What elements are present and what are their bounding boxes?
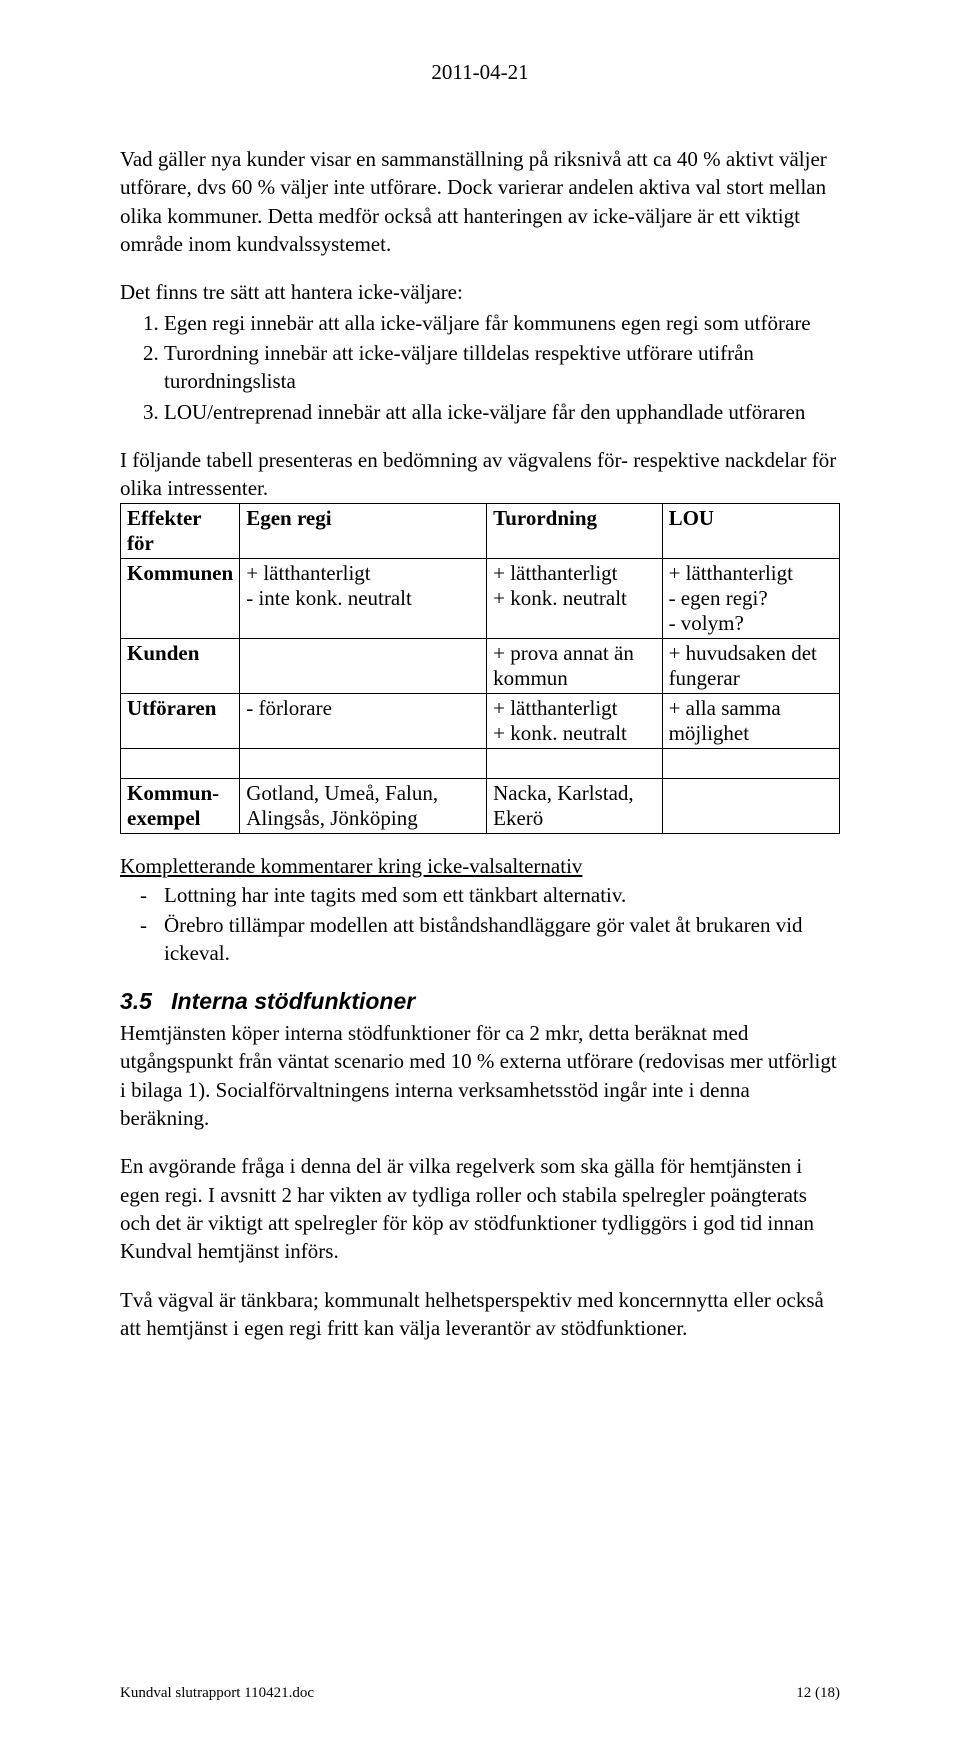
list-intro: Det finns tre sätt att hantera icke-välj…: [120, 278, 840, 306]
underlined-heading: Kompletterande kommentarer kring icke-va…: [120, 854, 840, 879]
footer-page-number: 12 (18): [796, 1685, 840, 1702]
table-header-row: Effekter för Egen regi Turordning LOU: [121, 503, 840, 558]
col-header: Turordning: [487, 503, 662, 558]
cell: [487, 748, 662, 778]
section-heading: 3.5 Interna stödfunktioner: [120, 988, 840, 1015]
numbered-list: Egen regi innebär att alla icke-väljare …: [120, 309, 840, 426]
table-row: Kunden + prova annat än kommun + huvudsa…: [121, 638, 840, 693]
table-row: Kommun- exempel Gotland, Umeå, Falun, Al…: [121, 778, 840, 833]
cell: Gotland, Umeå, Falun, Alingsås, Jönköpin…: [240, 778, 487, 833]
paragraph: Hemtjänsten köper interna stödfunktioner…: [120, 1019, 840, 1132]
cell: + lätthanterligt + konk. neutralt: [487, 693, 662, 748]
cell: - förlorare: [240, 693, 487, 748]
cell: [240, 638, 487, 693]
cell: [121, 748, 240, 778]
page-footer: Kundval slutrapport 110421.doc 12 (18): [120, 1685, 840, 1702]
list-item: Egen regi innebär att alla icke-väljare …: [164, 309, 840, 337]
list-item: Turordning innebär att icke-väljare till…: [164, 339, 840, 396]
col-header: LOU: [662, 503, 839, 558]
col-header: Egen regi: [240, 503, 487, 558]
list-item: Örebro tillämpar modellen att biståndsha…: [164, 911, 840, 968]
page-date: 2011-04-21: [120, 60, 840, 85]
cell: + lätthanterligt - inte konk. neutralt: [240, 558, 487, 638]
cell: [240, 748, 487, 778]
cell: [662, 748, 839, 778]
section-number: 3.5: [120, 988, 152, 1014]
table-row: Utföraren - förlorare + lätthanterligt +…: [121, 693, 840, 748]
cell: + prova annat än kommun: [487, 638, 662, 693]
section-title: Interna stödfunktioner: [171, 988, 415, 1014]
col-header: Effekter för: [121, 503, 240, 558]
cell: [662, 778, 839, 833]
cell: + lätthanterligt - egen regi? - volym?: [662, 558, 839, 638]
document-page: 2011-04-21 Vad gäller nya kunder visar e…: [0, 0, 960, 1742]
table-row: Kommunen + lätthanterligt - inte konk. n…: [121, 558, 840, 638]
cell: + alla samma möjlighet: [662, 693, 839, 748]
paragraph: Två vägval är tänkbara; kommunalt helhet…: [120, 1286, 840, 1343]
table-spacer-row: [121, 748, 840, 778]
list-item: LOU/entreprenad innebär att alla icke-vä…: [164, 398, 840, 426]
table-intro: I följande tabell presenteras en bedömni…: [120, 446, 840, 503]
row-label: Kommunen: [121, 558, 240, 638]
effects-table: Effekter för Egen regi Turordning LOU Ko…: [120, 503, 840, 834]
paragraph: Vad gäller nya kunder visar en sammanstä…: [120, 145, 840, 258]
cell: Nacka, Karlstad, Ekerö: [487, 778, 662, 833]
footer-filename: Kundval slutrapport 110421.doc: [120, 1685, 314, 1701]
cell: + lätthanterligt + konk. neutralt: [487, 558, 662, 638]
paragraph: En avgörande fråga i denna del är vilka …: [120, 1152, 840, 1265]
cell: + huvudsaken det fungerar: [662, 638, 839, 693]
row-label: Utföraren: [121, 693, 240, 748]
list-item: Lottning har inte tagits med som ett tän…: [164, 881, 840, 909]
row-label: Kunden: [121, 638, 240, 693]
row-label: Kommun- exempel: [121, 778, 240, 833]
dash-list: Lottning har inte tagits med som ett tän…: [120, 881, 840, 968]
